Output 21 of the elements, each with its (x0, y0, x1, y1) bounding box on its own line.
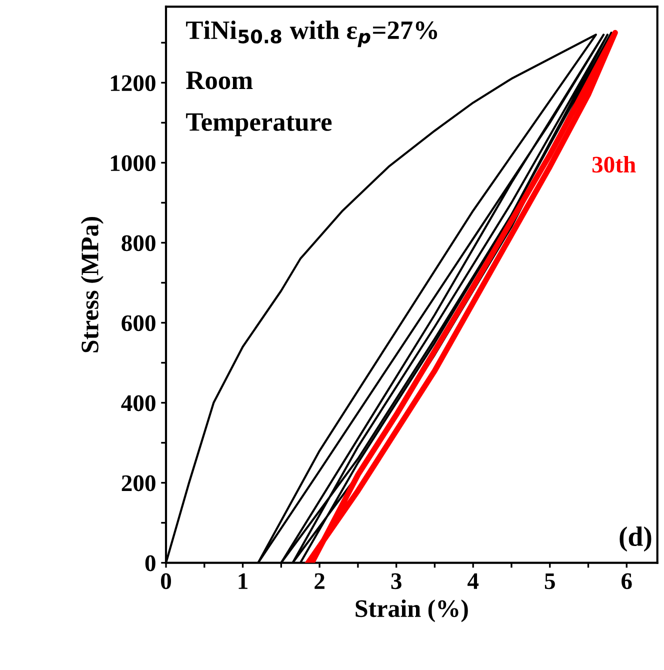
x-tick-label: 4 (468, 573, 479, 589)
annotation: Temperature (186, 113, 332, 136)
series-label: 30th (592, 156, 636, 173)
y-axis-title: Stress (MPa) (80, 216, 104, 352)
y-tick-label: 0 (145, 555, 156, 572)
y-tick-label: 800 (122, 235, 156, 252)
x-tick-label: 6 (622, 573, 632, 590)
x-tick-label: 5 (544, 573, 555, 590)
annotation: TiNi$_{50.8}$ with ε$_{p}$=27% (186, 20, 438, 48)
x-axis-title: Strain (%) (356, 599, 468, 622)
y-tick-label: 200 (122, 475, 156, 492)
annotation: Room (186, 72, 253, 90)
y-tick-label: 1200 (110, 75, 156, 92)
x-tick-label: 0 (160, 573, 172, 590)
x-tick-label: 3 (391, 573, 402, 590)
x-tick-label: 2 (314, 573, 324, 589)
y-tick-label: 600 (122, 315, 156, 332)
y-tick-label: 1000 (110, 155, 156, 172)
y-tick-label: 400 (121, 395, 156, 412)
x-tick-label: 1 (238, 573, 248, 589)
annotation: (d) (620, 526, 652, 552)
